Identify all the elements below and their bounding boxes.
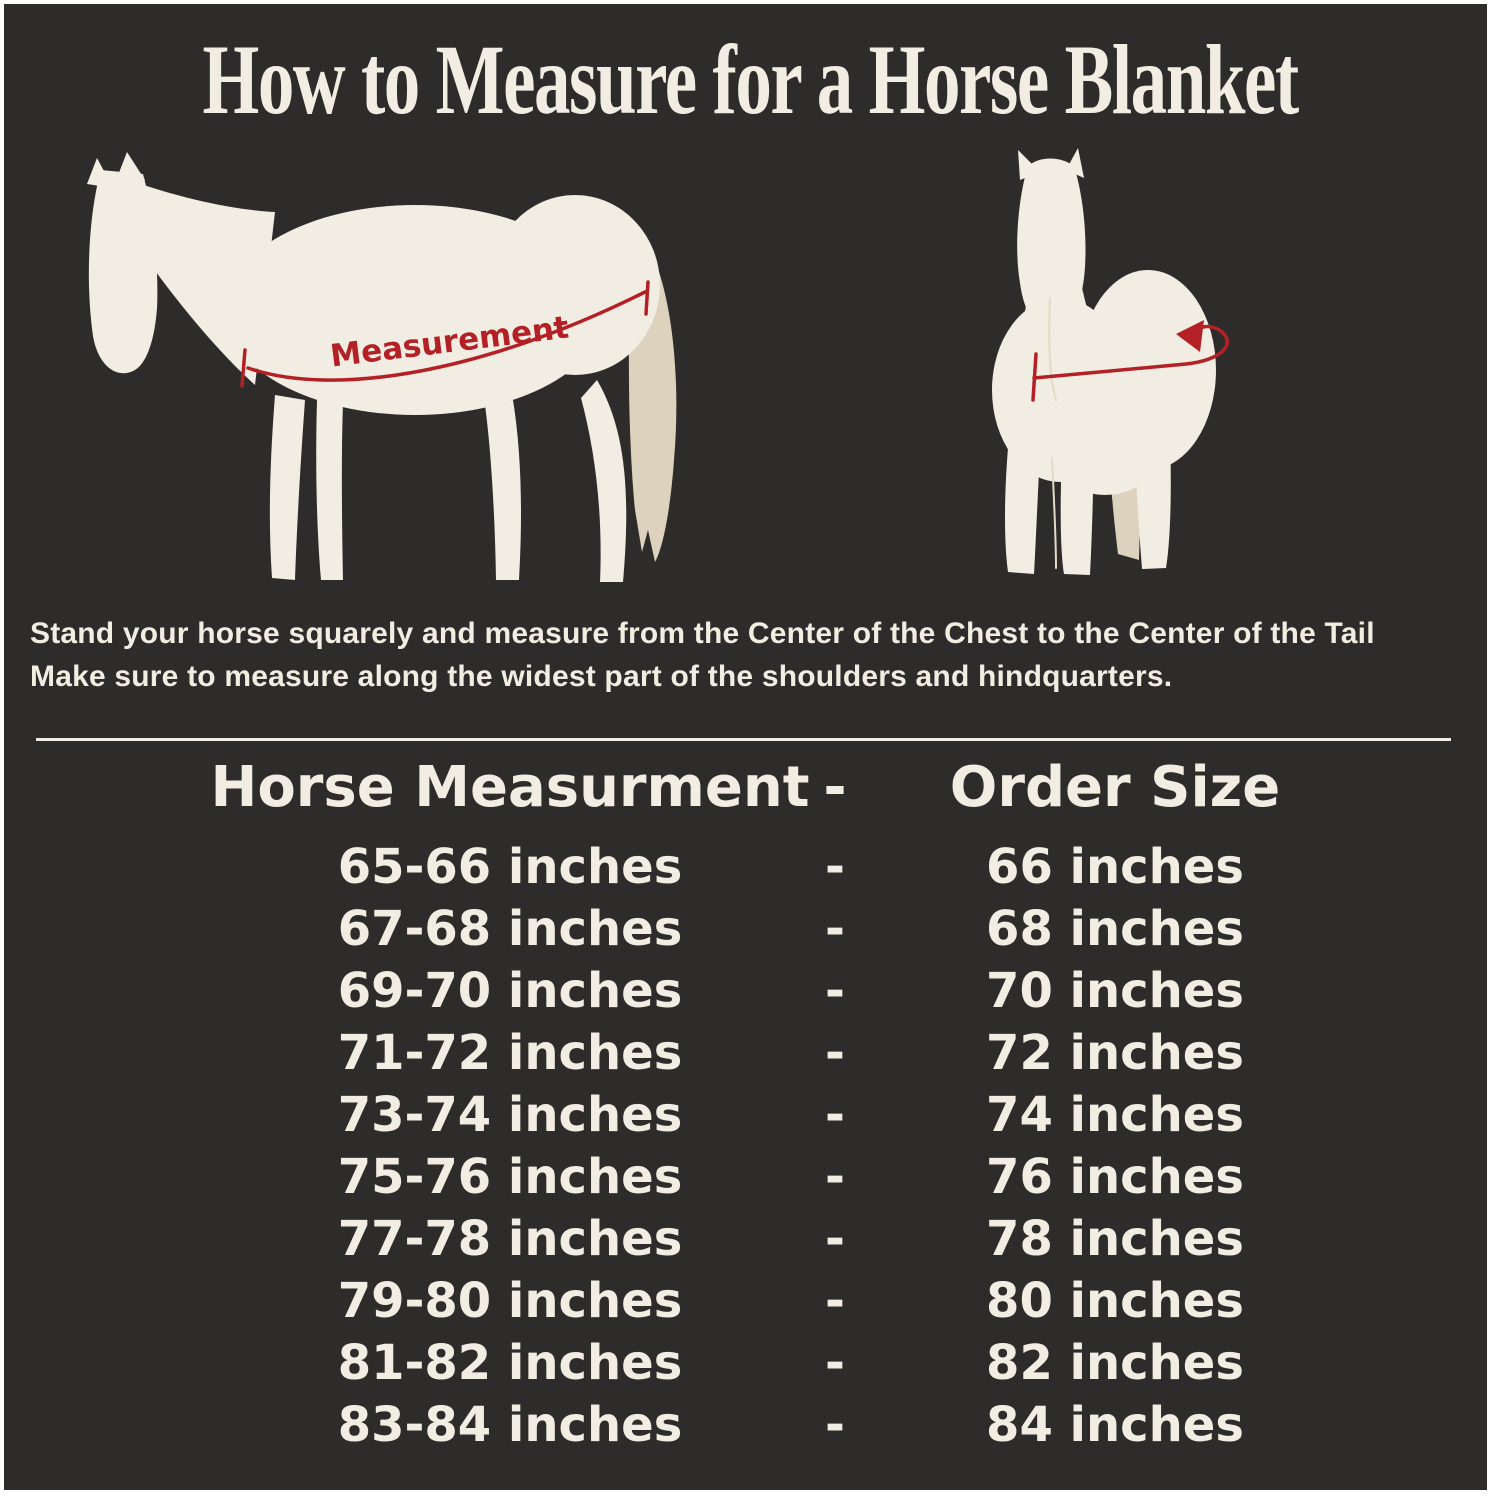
table-row: 69-70 inches - 70 inches xyxy=(210,960,1370,1022)
cell-order-size: 80 inches xyxy=(986,1273,1244,1329)
table-row: 79-80 inches - 80 inches xyxy=(210,1270,1370,1332)
cell-separator: - xyxy=(825,901,845,957)
cell-horse-measurement: 75-76 inches xyxy=(337,1149,683,1205)
girth-arrow-icon xyxy=(1176,320,1204,352)
instructions-line-1: Stand your horse squarely and measure fr… xyxy=(30,617,1375,650)
cell-separator: - xyxy=(825,1273,845,1329)
cell-horse-measurement: 81-82 inches xyxy=(337,1335,683,1391)
measurement-tick-chest xyxy=(240,348,247,388)
cell-separator: - xyxy=(825,839,845,895)
horse-head xyxy=(1017,158,1086,328)
cell-horse-measurement: 79-80 inches xyxy=(337,1273,683,1329)
cell-order-size: 74 inches xyxy=(986,1087,1244,1143)
table-row: 83-84 inches - 84 inches xyxy=(210,1394,1370,1456)
size-table-header: Horse Measurment - Order Size xyxy=(210,756,1370,820)
table-row: 81-82 inches - 82 inches xyxy=(210,1332,1370,1394)
cell-horse-measurement: 77-78 inches xyxy=(337,1211,683,1267)
table-row: 77-78 inches - 78 inches xyxy=(210,1208,1370,1270)
size-table-body: 65-66 inches - 66 inches 67-68 inches - … xyxy=(210,836,1370,1456)
table-row: 67-68 inches - 68 inches xyxy=(210,898,1370,960)
side-view-horse-illustration: Measurement xyxy=(87,152,677,582)
header-order-size: Order Size xyxy=(949,755,1281,820)
cell-horse-measurement: 67-68 inches xyxy=(337,901,683,957)
cell-separator: - xyxy=(825,1025,845,1081)
cell-horse-measurement: 73-74 inches xyxy=(337,1087,683,1143)
cell-separator: - xyxy=(825,1335,845,1391)
header-separator: - xyxy=(823,755,847,820)
measurement-tick-tail xyxy=(644,280,650,316)
cell-order-size: 70 inches xyxy=(986,963,1244,1019)
horse-detail-lines xyxy=(1048,297,1057,569)
cell-horse-measurement: 65-66 inches xyxy=(337,839,683,895)
cell-horse-measurement: 83-84 inches xyxy=(337,1397,683,1453)
cell-order-size: 84 inches xyxy=(986,1397,1244,1453)
header-horse-measurement: Horse Measurment xyxy=(210,755,810,820)
instructions-line-2: Make sure to measure along the widest pa… xyxy=(30,660,1173,693)
cell-separator: - xyxy=(825,1087,845,1143)
measurement-arc xyxy=(246,290,647,382)
measurement-tick-chest xyxy=(1031,352,1038,402)
horse-hindquarters xyxy=(490,195,660,375)
horse-hind-leg xyxy=(1135,433,1171,569)
cell-order-size: 66 inches xyxy=(986,839,1244,895)
cell-order-size: 82 inches xyxy=(986,1335,1244,1391)
cell-order-size: 76 inches xyxy=(986,1149,1244,1205)
table-row: 75-76 inches - 76 inches xyxy=(210,1146,1370,1208)
table-row: 71-72 inches - 72 inches xyxy=(210,1022,1370,1084)
cell-order-size: 68 inches xyxy=(986,901,1244,957)
divider-line xyxy=(36,738,1451,741)
horse-front-legs xyxy=(1005,448,1094,575)
table-row: 65-66 inches - 66 inches xyxy=(210,836,1370,898)
page-title: How to Measure for a Horse Blanket xyxy=(202,24,1300,135)
cell-order-size: 78 inches xyxy=(986,1211,1244,1267)
cell-separator: - xyxy=(825,963,845,1019)
cell-horse-measurement: 69-70 inches xyxy=(337,963,683,1019)
table-row: 73-74 inches - 74 inches xyxy=(210,1084,1370,1146)
cell-order-size: 72 inches xyxy=(986,1025,1244,1081)
cell-separator: - xyxy=(825,1211,845,1267)
horse-front-legs xyxy=(269,395,343,580)
instructions: Stand your horse squarely and measure fr… xyxy=(30,612,1470,698)
cell-horse-measurement: 71-72 inches xyxy=(337,1025,683,1081)
cell-separator: - xyxy=(825,1397,845,1453)
front-view-horse-illustration xyxy=(992,148,1229,575)
horse-hind-legs xyxy=(485,380,627,582)
size-table: Horse Measurment - Order Size 65-66 inch… xyxy=(210,756,1370,1456)
cell-separator: - xyxy=(825,1149,845,1205)
